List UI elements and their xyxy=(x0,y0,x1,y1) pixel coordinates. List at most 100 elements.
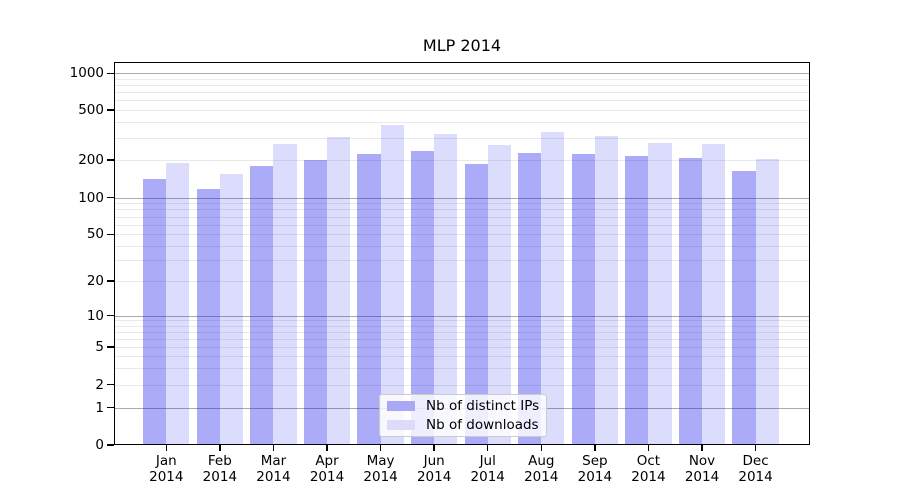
gridline-major xyxy=(114,73,810,75)
bar-jul-distinct-ips xyxy=(464,163,488,445)
bar-may-downloads xyxy=(380,124,404,445)
x-tick-mark xyxy=(647,445,650,451)
plot-area xyxy=(114,62,810,445)
y-tick-mark xyxy=(107,109,114,111)
x-tick-mark xyxy=(379,445,382,451)
gridline-minor xyxy=(114,137,810,139)
y-tick-label: 1 xyxy=(95,399,104,416)
gridline-minor xyxy=(114,281,810,282)
y-tick-mark xyxy=(107,196,114,199)
y-tick-mark xyxy=(107,233,114,236)
bar-dec-downloads xyxy=(755,158,779,445)
y-tick-mark xyxy=(107,444,114,446)
y-tick-mark xyxy=(107,383,114,386)
bar-jun-downloads xyxy=(434,134,458,445)
x-tick-label: Oct 2014 xyxy=(631,453,666,485)
x-tick-label: May 2014 xyxy=(363,453,398,485)
gridline-minor xyxy=(114,100,810,102)
x-tick-label: Jan 2014 xyxy=(149,453,184,485)
x-tick-label: Feb 2014 xyxy=(202,453,238,485)
x-tick-label: Mar 2014 xyxy=(256,453,291,485)
y-tick-label: 50 xyxy=(86,226,104,243)
gridline-minor xyxy=(114,203,810,205)
x-tick-mark xyxy=(594,445,596,451)
bar-dec-distinct-ips xyxy=(732,171,756,445)
legend-item: Nb of distinct IPs xyxy=(387,398,540,414)
bar-may-distinct-ips xyxy=(357,154,381,445)
y-tick-mark xyxy=(107,72,114,75)
chart-title: MLP 2014 xyxy=(422,36,502,55)
gridline-minor xyxy=(114,338,810,340)
gridline-minor xyxy=(114,78,810,80)
x-tick-mark xyxy=(326,445,328,451)
bar-jun-distinct-ips xyxy=(411,150,435,445)
y-tick-label: 0 xyxy=(95,437,104,453)
bar-jul-downloads xyxy=(487,145,511,445)
bar-oct-distinct-ips xyxy=(625,156,649,445)
bar-nov-downloads xyxy=(702,143,726,445)
bar-sep-distinct-ips xyxy=(571,154,595,445)
bar-oct-downloads xyxy=(648,142,672,445)
bar-nov-distinct-ips xyxy=(678,158,702,445)
x-tick-mark xyxy=(486,445,489,451)
x-tick-label: Dec 2014 xyxy=(738,453,773,485)
gridline-minor xyxy=(114,122,810,124)
legend-item-label: Nb of distinct IPs xyxy=(426,398,540,414)
legend: Nb of distinct IPs Nb of downloads xyxy=(379,394,547,437)
y-tick-mark xyxy=(107,406,114,409)
gridline-minor xyxy=(114,110,810,111)
bar-apr-distinct-ips xyxy=(303,160,327,445)
gridline-major xyxy=(114,315,810,317)
gridline-minor xyxy=(114,245,810,247)
bar-apr-downloads xyxy=(327,136,351,445)
gridline-minor xyxy=(114,356,810,358)
gridline-minor xyxy=(114,160,810,161)
x-tick-mark xyxy=(540,445,543,451)
x-tick-mark xyxy=(219,445,221,451)
gridline-minor xyxy=(114,224,810,226)
x-tick-mark xyxy=(754,445,757,451)
legend-item-label: Nb of downloads xyxy=(426,417,539,433)
y-tick-label: 100 xyxy=(78,189,104,206)
gridline-minor xyxy=(114,260,810,262)
gridline-minor xyxy=(114,347,810,348)
y-tick-label: 1000 xyxy=(69,65,104,82)
gridline-minor xyxy=(114,320,810,322)
legend-swatch-downloads xyxy=(387,420,415,430)
x-tick-mark xyxy=(165,445,168,451)
y-tick-mark xyxy=(107,159,114,161)
gridline-minor xyxy=(114,331,810,333)
gridline-minor xyxy=(114,234,810,236)
gridline-major xyxy=(114,197,810,199)
y-tick-label: 5 xyxy=(95,339,104,355)
x-tick-mark xyxy=(433,445,435,451)
bar-aug-distinct-ips xyxy=(518,153,542,445)
bar-jan-downloads xyxy=(166,162,190,445)
bar-mar-downloads xyxy=(273,143,297,445)
y-tick-label: 10 xyxy=(86,307,104,324)
bar-feb-downloads xyxy=(219,173,243,445)
x-tick-label: Aug 2014 xyxy=(524,453,559,485)
y-tick-mark xyxy=(107,280,114,282)
bar-feb-distinct-ips xyxy=(196,189,220,445)
legend-swatch-distinct-ips xyxy=(387,401,415,411)
gridline-minor xyxy=(114,92,810,94)
bar-aug-downloads xyxy=(541,132,565,445)
gridline-minor xyxy=(114,216,810,218)
x-tick-label: Sep 2014 xyxy=(577,453,613,485)
bar-jan-distinct-ips xyxy=(143,179,167,445)
gridline-minor xyxy=(114,85,810,87)
x-tick-mark xyxy=(272,445,275,451)
x-tick-label: Jul 2014 xyxy=(470,453,505,485)
x-tick-label: Jun 2014 xyxy=(416,453,452,485)
bar-sep-downloads xyxy=(594,136,618,445)
y-tick-mark xyxy=(107,346,114,348)
y-tick-label: 20 xyxy=(86,273,104,289)
legend-item: Nb of downloads xyxy=(387,417,539,433)
y-tick-label: 2 xyxy=(95,376,104,393)
gridline-minor xyxy=(114,384,810,386)
y-tick-label: 500 xyxy=(78,102,104,118)
x-tick-label: Apr 2014 xyxy=(309,453,345,485)
gridline-minor xyxy=(114,209,810,211)
